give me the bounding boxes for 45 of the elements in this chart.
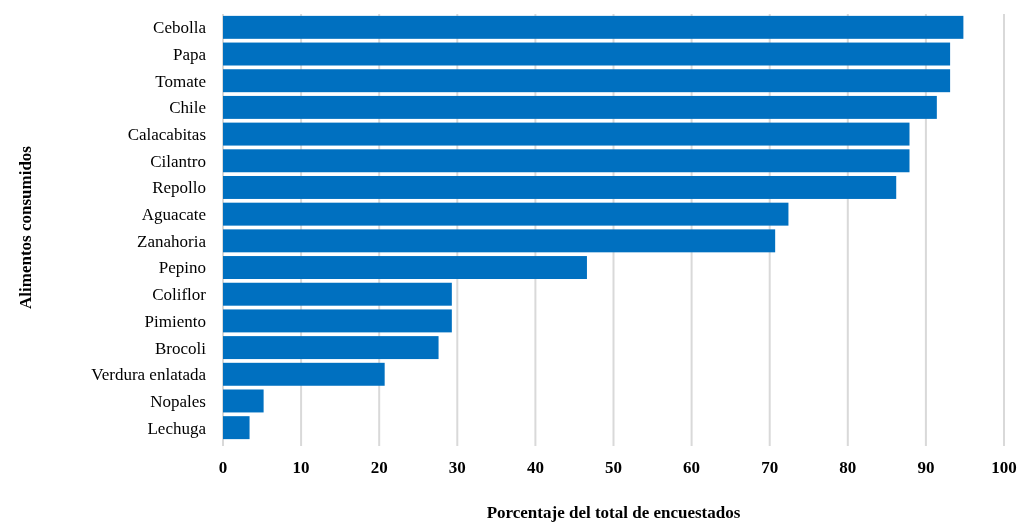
bar	[223, 69, 951, 93]
x-tick-label: 60	[683, 458, 701, 477]
y-tick-label: Aguacate	[141, 205, 206, 225]
bar	[223, 149, 910, 173]
y-tick-label: Pimiento	[144, 311, 206, 331]
x-tick-label: 50	[605, 458, 622, 477]
y-tick-label: Zanahoria	[137, 231, 207, 251]
y-tick-label: Nopales	[150, 391, 206, 411]
bar	[223, 309, 452, 333]
bar	[223, 229, 776, 253]
y-tick-label: Papa	[172, 44, 207, 64]
bar	[223, 256, 587, 280]
y-tick-label: Lechuga	[147, 418, 207, 438]
x-tick-label: 40	[526, 458, 544, 477]
x-tick-label: 20	[370, 458, 388, 477]
bar	[223, 42, 951, 66]
bar	[223, 122, 910, 146]
x-tick-label: 80	[839, 458, 857, 477]
x-tick-label: 0	[218, 458, 228, 477]
bar	[223, 416, 250, 440]
bar	[223, 336, 439, 360]
y-tick-label: Calacabitas	[127, 125, 206, 145]
x-tick-label: 100	[991, 458, 1017, 477]
x-tick-label: 30	[448, 458, 466, 477]
y-tick-label: Cilantro	[150, 151, 206, 171]
bar	[223, 15, 964, 39]
bar	[223, 202, 789, 226]
bar	[223, 389, 264, 413]
y-tick-label: Brocoli	[155, 338, 207, 358]
y-axis-title: Alimentos consumidos	[16, 145, 35, 309]
bar	[223, 95, 937, 119]
y-tick-label: Tomate	[155, 71, 206, 91]
y-tick-label: Coliflor	[152, 285, 207, 305]
y-tick-label: Pepino	[158, 258, 206, 278]
y-tick-label: Verdura enlatada	[91, 365, 207, 385]
x-axis-title: Porcentaje del total de encuestados	[486, 503, 741, 522]
bar	[223, 362, 385, 386]
x-tick-label: 10	[292, 458, 310, 477]
y-tick-label: Repollo	[152, 178, 206, 198]
x-tick-label: 70	[761, 458, 779, 477]
y-tick-label: Cebolla	[153, 18, 207, 38]
x-tick-label: 90	[917, 458, 935, 477]
bar	[223, 282, 452, 306]
y-tick-label: Chile	[169, 98, 206, 118]
bar	[223, 175, 897, 199]
